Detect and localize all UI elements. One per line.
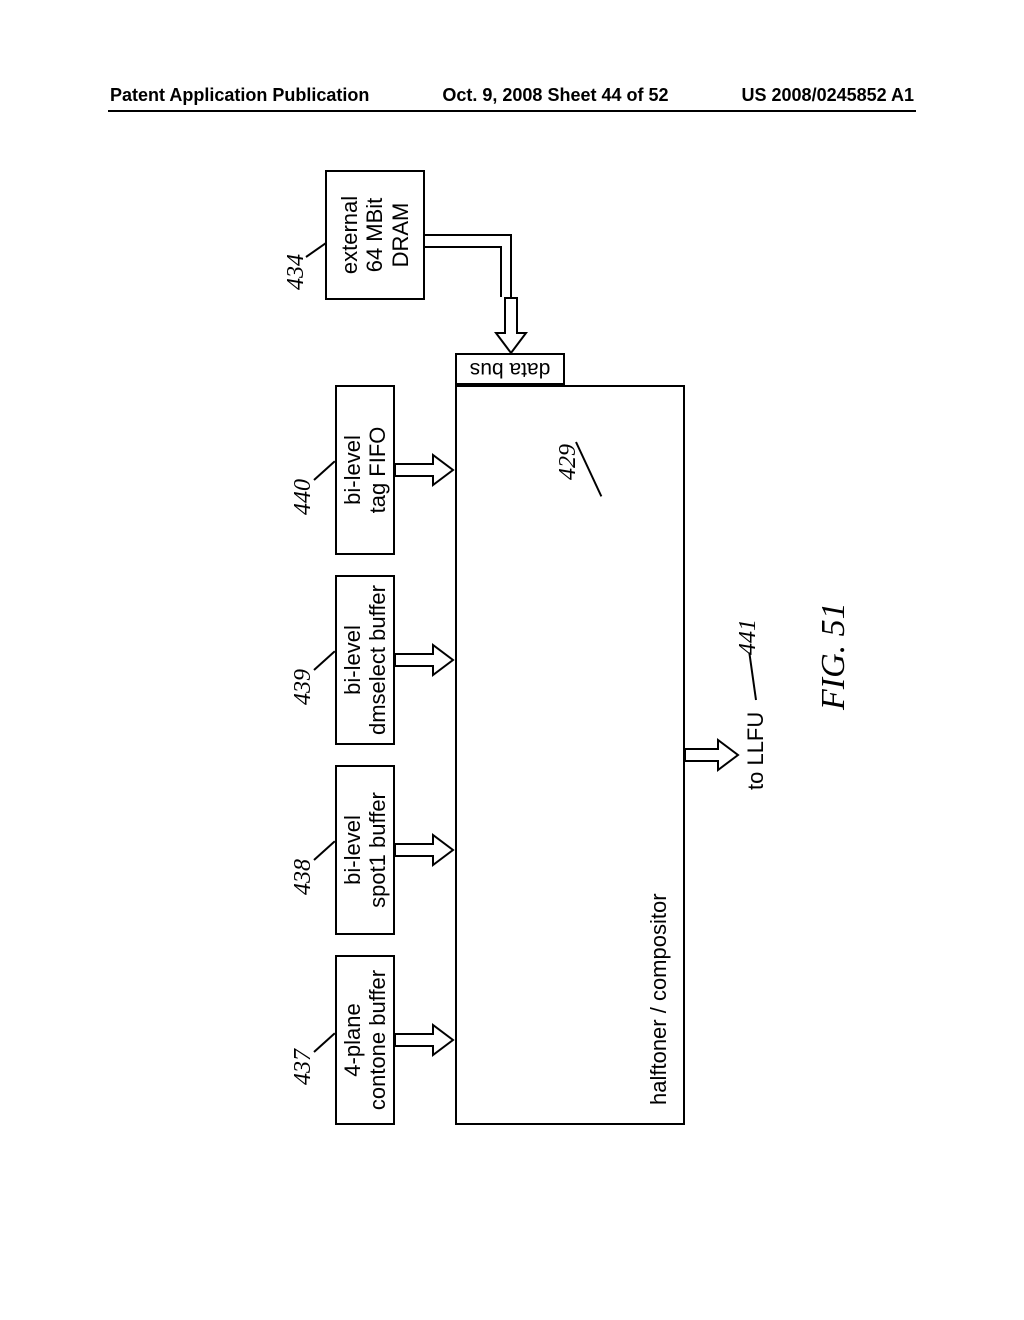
block-label: bi-level tag FIFO [340,427,391,514]
leader-line [313,461,335,481]
label-to-llfu: to LLFU [743,712,769,790]
block-data-bus: data bus [455,353,565,385]
block-tag-fifo: bi-level tag FIFO [335,385,395,555]
leader-line [313,651,335,671]
block-spot1-buffer: bi-level spot1 buffer [335,765,395,935]
arrow-down-icon [685,740,740,770]
figure-label: FIG. 51 [815,602,853,710]
block-label: 4-plane contone buffer [340,970,391,1110]
arrow-down-icon [395,645,455,675]
block-dram: external 64 MBit DRAM [325,170,425,300]
block-contone-buffer: 4-plane contone buffer [335,955,395,1125]
block-halftoner: halftoner / compositor [455,385,685,1125]
leader-line [305,242,327,258]
arrow-left-icon [496,298,526,353]
refnum: 434 [283,254,310,290]
block-label: external 64 MBit DRAM [337,196,413,274]
header-left: Patent Application Publication [110,85,369,106]
figure-diagram: 4-plane contone buffer bi-level spot1 bu… [115,160,909,1190]
block-dmselect-buffer: bi-level dmselect buffer [335,575,395,745]
arrow-down-icon [395,835,455,865]
page-header: Patent Application Publication Oct. 9, 2… [0,85,1024,106]
block-label: data bus [470,357,551,381]
refnum: 441 [735,619,762,655]
block-label: halftoner / compositor [646,893,671,1105]
refnum: 439 [290,669,317,705]
connector-line [425,225,520,305]
arrow-down-icon [395,455,455,485]
diagram-rotated-wrapper: 4-plane contone buffer bi-level spot1 bu… [115,160,909,1160]
block-label: bi-level spot1 buffer [340,792,391,908]
header-right: US 2008/0245852 A1 [742,85,914,106]
refnum: 438 [290,859,317,895]
arrow-down-icon [395,1025,455,1055]
leader-line [748,652,757,700]
leader-curve [563,380,593,450]
leader-line [313,841,335,861]
header-rule [108,110,916,112]
refnum: 437 [290,1049,317,1085]
leader-line [313,1033,335,1053]
block-label: bi-level dmselect buffer [340,585,391,735]
header-center: Oct. 9, 2008 Sheet 44 of 52 [442,85,668,106]
refnum: 440 [290,479,317,515]
